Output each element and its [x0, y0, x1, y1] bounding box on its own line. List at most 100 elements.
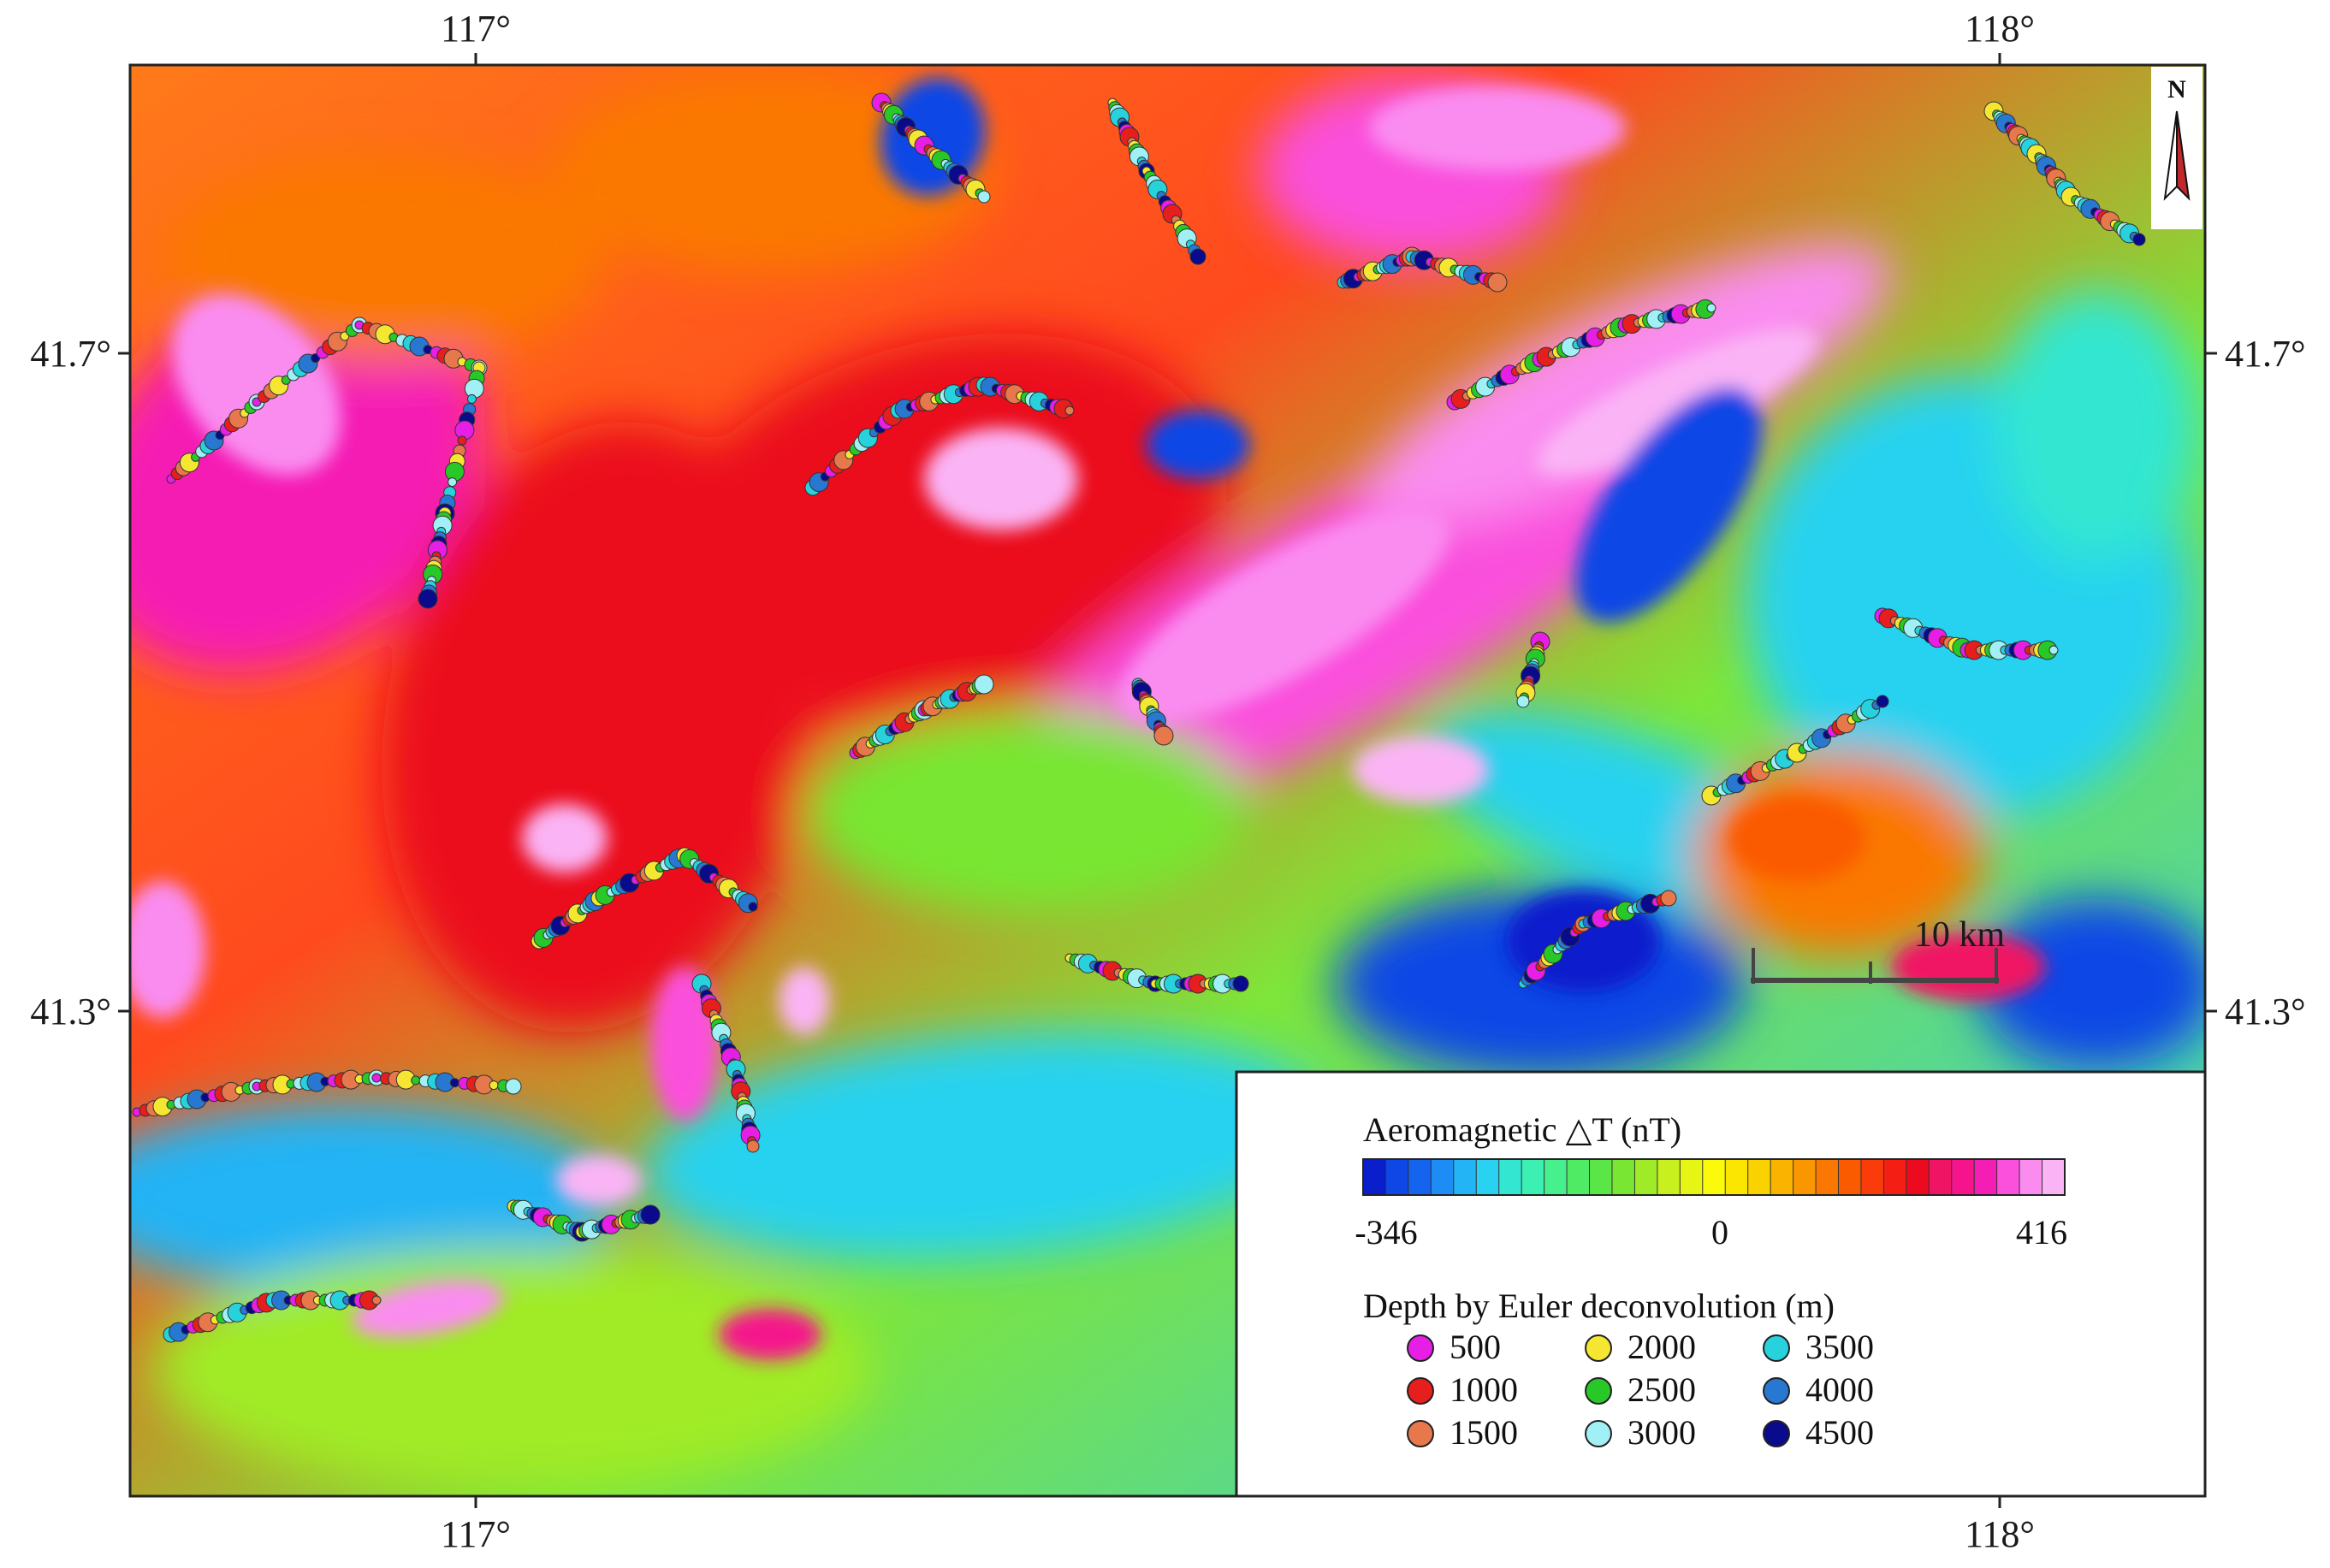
colorbar-swatch — [1793, 1158, 1817, 1196]
colorbar-swatch — [1973, 1158, 1998, 1196]
colorbar-swatch — [1475, 1158, 1500, 1196]
euler-point — [457, 435, 467, 446]
euler-point — [448, 477, 458, 488]
colorbar-swatch — [1996, 1158, 2021, 1196]
north-arrow-label: N — [2167, 75, 2186, 104]
colorbar-swatch — [1566, 1158, 1591, 1196]
depth-label-3000: 3000 — [1627, 1413, 1696, 1452]
lon-label-top-117: 117° — [441, 8, 511, 50]
euler-point — [418, 589, 438, 609]
colorbar-swatch — [1384, 1158, 1409, 1196]
euler-point — [746, 1139, 760, 1153]
colorbar-swatch — [1611, 1158, 1636, 1196]
euler-point — [2132, 233, 2146, 246]
depth-symbol-3500 — [1763, 1334, 1790, 1362]
depth-legend-entries: 500 1000 1500 2000 2500 3000 3500 4000 4500 — [1407, 1328, 1874, 1452]
depth-label-500: 500 — [1450, 1328, 1501, 1366]
colorbar-swatch — [1453, 1158, 1478, 1196]
lat-label-right-41-3: 41.3° — [2225, 991, 2306, 1033]
depth-label-2000: 2000 — [1627, 1328, 1696, 1366]
legend-panel: Aeromagnetic △T (nT) -346 0 416 Depth by… — [1235, 1070, 2207, 1498]
lon-label-top-118: 118° — [1965, 8, 2035, 50]
lat-label-left-41-7: 41.7° — [30, 333, 111, 375]
euler-point — [974, 674, 994, 695]
depth-symbol-500 — [1407, 1334, 1434, 1362]
euler-point — [640, 1204, 661, 1225]
depth-symbol-3000 — [1585, 1420, 1612, 1447]
colorbar-swatch — [2019, 1158, 2043, 1196]
depth-label-4000: 4000 — [1805, 1370, 1874, 1409]
colorbar-swatch — [1362, 1158, 1387, 1196]
scale-bar: 10 km — [1751, 915, 2005, 984]
euler-point — [1189, 248, 1207, 265]
euler-point — [489, 1080, 499, 1091]
colorbar-tick-zero: 0 — [1711, 1213, 1728, 1251]
depth-label-2500: 2500 — [1627, 1370, 1696, 1409]
euler-point — [1660, 890, 1677, 907]
euler-point — [748, 902, 758, 912]
euler-point — [1516, 695, 1530, 708]
euler-point — [1876, 695, 1889, 708]
colorbar-swatch — [1633, 1158, 1658, 1196]
colorbar-swatch — [1498, 1158, 1523, 1196]
euler-point — [371, 1073, 382, 1083]
depth-legend-title: Depth by Euler deconvolution (m) — [1363, 1287, 1835, 1325]
scale-bar-label: 10 km — [1914, 915, 2006, 955]
colorbar-swatch — [1906, 1158, 1930, 1196]
euler-point — [1064, 405, 1075, 416]
graticule-ticks — [118, 53, 2217, 1508]
colorbar-swatch — [1657, 1158, 1681, 1196]
euler-point — [1153, 725, 1174, 746]
colorbar-swatch — [1702, 1158, 1727, 1196]
depth-label-4500: 4500 — [1805, 1413, 1874, 1452]
depth-symbol-4500 — [1763, 1420, 1790, 1447]
colorbar-swatch — [1837, 1158, 1862, 1196]
depth-label-1500: 1500 — [1450, 1413, 1518, 1452]
colorbar-swatch — [1589, 1158, 1613, 1196]
depth-symbol-1500 — [1407, 1420, 1434, 1447]
euler-point — [466, 393, 477, 404]
euler-point — [1487, 272, 1508, 293]
magnetic-anomaly-raster — [130, 65, 2205, 1496]
colorbar-swatch — [2042, 1158, 2066, 1196]
euler-point — [371, 1295, 382, 1305]
colorbar-swatch — [1679, 1158, 1704, 1196]
anomaly-colorbar — [1362, 1158, 2066, 1196]
depth-symbol-1000 — [1407, 1377, 1434, 1405]
lat-label-right-41-7: 41.7° — [2225, 333, 2306, 375]
depth-symbol-2500 — [1585, 1377, 1612, 1405]
colorbar-swatch — [1724, 1158, 1749, 1196]
lon-label-bottom-118: 118° — [1965, 1513, 2035, 1555]
colorbar-swatch — [1882, 1158, 1907, 1196]
colorbar-swatch — [1408, 1158, 1432, 1196]
colorbar-swatch — [1815, 1158, 1840, 1196]
euler-solution-points — [132, 92, 2146, 1343]
colorbar-swatch — [1770, 1158, 1794, 1196]
colorbar-swatch — [1747, 1158, 1772, 1196]
euler-point — [449, 1078, 459, 1088]
colorbar-swatch — [1928, 1158, 1953, 1196]
euler-point — [977, 190, 991, 204]
depth-symbol-4000 — [1763, 1377, 1790, 1405]
colorbar-tick-min: -346 — [1355, 1213, 1417, 1251]
map-frame — [128, 63, 2207, 1498]
depth-symbol-2000 — [1585, 1334, 1612, 1362]
euler-point — [505, 1078, 522, 1095]
colorbar-tick-max: 416 — [2016, 1213, 2067, 1251]
colorbar-swatch — [1544, 1158, 1568, 1196]
euler-point — [2048, 645, 2059, 655]
euler-point — [1232, 975, 1249, 992]
lat-label-left-41-3: 41.3° — [30, 991, 111, 1033]
colorbar-swatch — [1430, 1158, 1455, 1196]
lon-label-bottom-117: 117° — [441, 1513, 511, 1555]
euler-point — [411, 1075, 421, 1086]
colorbar-swatch — [1521, 1158, 1545, 1196]
colorbar-swatch — [1860, 1158, 1885, 1196]
colorbar-swatch — [1951, 1158, 1976, 1196]
north-arrow: N — [2151, 67, 2203, 229]
depth-label-3500: 3500 — [1805, 1328, 1874, 1366]
depth-label-1000: 1000 — [1450, 1370, 1518, 1409]
euler-point — [1706, 303, 1716, 313]
anomaly-legend-title: Aeromagnetic △T (nT) — [1363, 1110, 1681, 1149]
